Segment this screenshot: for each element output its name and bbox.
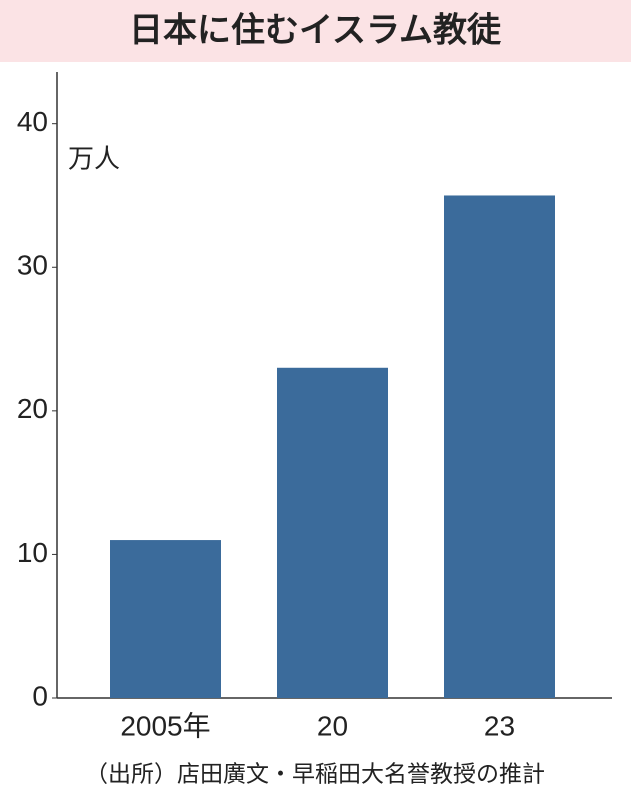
x-tick-label: 2005年: [120, 710, 210, 741]
x-tick-label: 20: [317, 710, 348, 741]
y-tick-label: 10: [17, 537, 48, 568]
chart-title: 日本に住むイスラム教徒: [129, 11, 502, 51]
y-tick-label: 40: [17, 106, 48, 137]
y-tick-label: 20: [17, 393, 48, 424]
bar: [444, 195, 555, 699]
y-tick-label: 30: [17, 250, 48, 281]
y-tick-label: 0: [32, 680, 48, 711]
title-band: [0, 0, 631, 62]
x-tick-label: 23: [484, 710, 515, 741]
unit-label: 万人: [68, 145, 120, 175]
source: （出所）店田廣文・早稲田大名誉教授の推計: [85, 762, 545, 788]
bar: [110, 540, 221, 698]
bar: [277, 367, 388, 698]
